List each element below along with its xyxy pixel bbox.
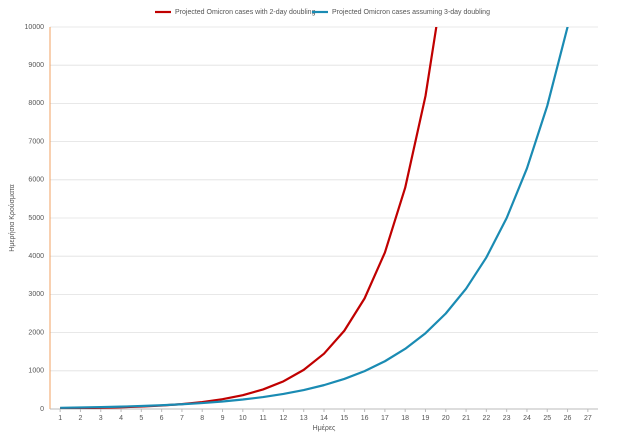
y-tick-label: 3000 [28,291,44,298]
x-tick-label: 17 [381,415,389,422]
y-tick-label: 9000 [28,62,44,69]
legend-label: Projected Omicron cases assuming 3-day d… [332,9,490,16]
x-tick-label: 3 [99,415,103,422]
y-tick-label: 10000 [25,24,45,31]
y-tick-label: 2000 [28,329,44,336]
x-tick-label: 18 [401,415,409,422]
x-tick-label: 24 [523,415,531,422]
x-tick-label: 26 [564,415,572,422]
x-tick-label: 11 [259,415,266,422]
x-tick-label: 1 [58,415,62,422]
x-tick-label: 27 [584,415,592,422]
x-tick-label: 16 [361,415,369,422]
x-tick-label: 10 [239,415,247,422]
x-tick-label: 23 [503,415,511,422]
y-tick-label: 6000 [28,177,44,184]
y-axis-title: Ημερήσια Κρούσματα [8,184,16,251]
y-tick-label: 1000 [28,368,44,375]
x-tick-label: 15 [340,415,348,422]
x-tick-label: 5 [139,415,143,422]
x-tick-label: 25 [543,415,551,422]
x-tick-label: 19 [422,415,430,422]
x-axis-title: Ημέρες [313,424,336,432]
y-tick-label: 7000 [28,138,44,145]
x-tick-label: 14 [320,415,328,422]
series-line [60,27,438,409]
y-tick-label: 0 [40,406,44,413]
series-line [60,27,569,409]
x-tick-label: 22 [482,415,490,422]
x-tick-label: 12 [280,415,288,422]
y-tick-label: 8000 [28,100,44,107]
x-tick-label: 20 [442,415,450,422]
plot-area [60,27,569,409]
legend-label: Projected Omicron cases with 2-day doubl… [175,9,316,16]
x-tick-label: 4 [119,415,123,422]
x-tick-label: 7 [180,415,184,422]
y-tick-label: 5000 [28,215,44,222]
x-tick-label: 8 [200,415,204,422]
y-tick-label: 4000 [28,253,44,260]
x-tick-label: 9 [221,415,225,422]
x-tick-label: 6 [160,415,164,422]
x-tick-label: 13 [300,415,308,422]
x-tick-label: 2 [78,415,82,422]
x-tick-label: 21 [462,415,470,422]
